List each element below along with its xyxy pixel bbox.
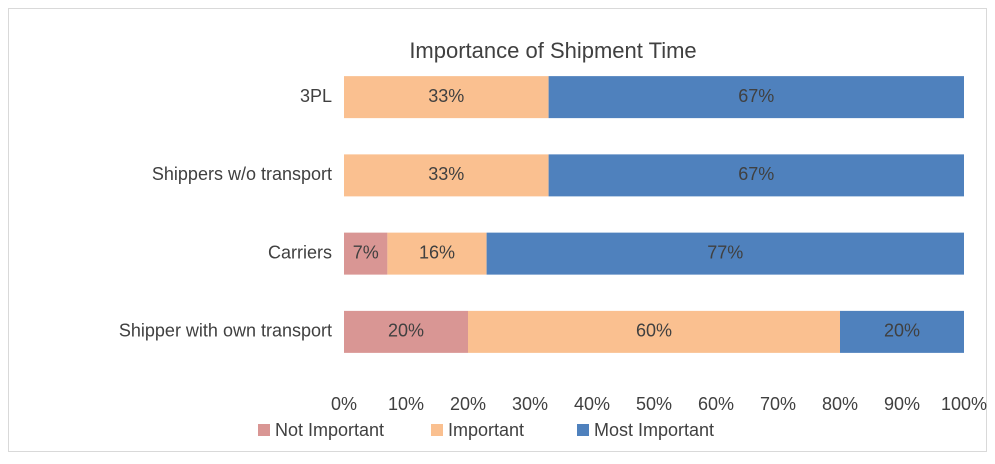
legend-swatch — [577, 424, 589, 436]
data-label: 20% — [388, 321, 424, 341]
bar-segment — [387, 232, 487, 275]
bar-segment — [344, 154, 549, 197]
x-tick-label: 60% — [698, 394, 734, 414]
data-label: 77% — [707, 242, 743, 262]
bar-segment — [468, 310, 840, 353]
data-label: 33% — [428, 86, 464, 106]
x-tick-label: 10% — [388, 394, 424, 414]
bar-segment — [486, 232, 964, 275]
bar-segment — [548, 154, 964, 197]
data-label: 67% — [738, 164, 774, 184]
legend-label: Not Important — [275, 420, 384, 440]
data-label: 20% — [884, 321, 920, 341]
x-tick-label: 40% — [574, 394, 610, 414]
x-tick-label: 100% — [941, 394, 987, 414]
x-tick-label: 20% — [450, 394, 486, 414]
data-label: 16% — [419, 242, 455, 262]
data-label: 60% — [636, 321, 672, 341]
x-tick-label: 80% — [822, 394, 858, 414]
x-tick-label: 50% — [636, 394, 672, 414]
chart-title: Importance of Shipment Time — [409, 38, 696, 63]
x-tick-label: 70% — [760, 394, 796, 414]
data-label: 67% — [738, 86, 774, 106]
legend-label: Most Important — [594, 420, 714, 440]
x-tick-label: 30% — [512, 394, 548, 414]
legend-label: Important — [448, 420, 524, 440]
y-tick-label: Shipper with own transport — [119, 321, 332, 341]
legend-swatch — [258, 424, 270, 436]
chart-border — [8, 8, 987, 452]
bar-segment — [548, 76, 964, 119]
x-tick-label: 0% — [331, 394, 357, 414]
bar-segment — [344, 310, 468, 353]
bar-segment — [344, 76, 549, 119]
data-label: 33% — [428, 164, 464, 184]
data-label: 7% — [353, 242, 379, 262]
y-tick-label: Carriers — [268, 242, 332, 262]
bar-segment — [840, 310, 964, 353]
x-tick-label: 90% — [884, 394, 920, 414]
y-tick-label: Shippers w/o transport — [152, 164, 332, 184]
bar-segment — [344, 232, 388, 275]
y-tick-label: 3PL — [300, 86, 332, 106]
legend-swatch — [431, 424, 443, 436]
